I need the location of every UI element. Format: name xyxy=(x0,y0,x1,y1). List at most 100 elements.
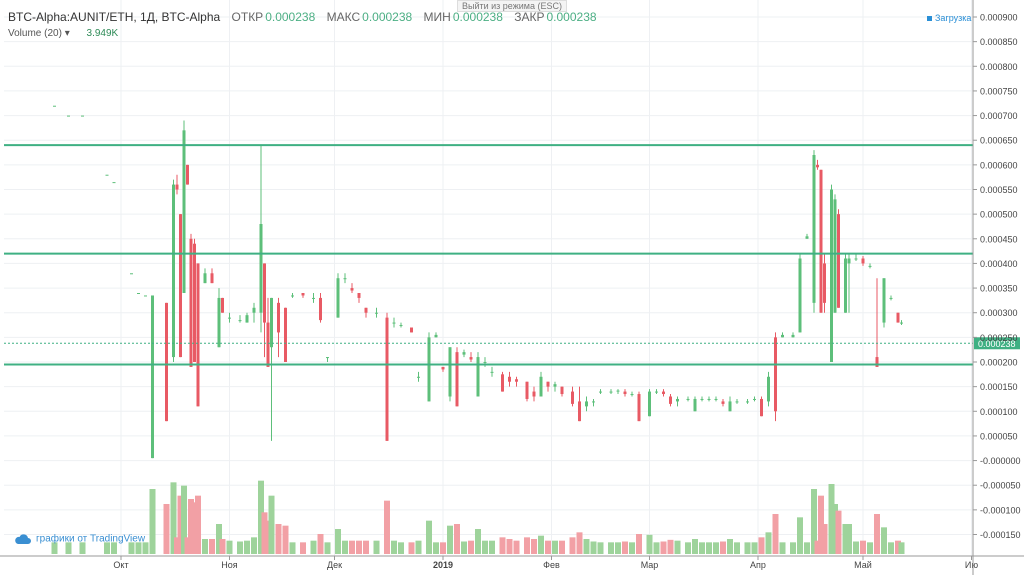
volume-bar xyxy=(513,540,520,554)
candle-body xyxy=(900,322,903,324)
symbol-title[interactable]: BTC-Alpha:AUNIT/ETH, 1Д, BTC-Alpha xyxy=(8,10,221,24)
volume-bar xyxy=(461,541,467,554)
volume-bar xyxy=(317,534,324,554)
volume-bar xyxy=(282,525,289,554)
volume-bar xyxy=(552,540,558,554)
candle-body xyxy=(791,334,795,338)
candle-body xyxy=(175,184,179,190)
candle-body xyxy=(882,278,886,323)
candle-body xyxy=(67,115,70,117)
candle-body xyxy=(259,224,263,313)
candle-body xyxy=(364,307,368,313)
load-indicator[interactable]: Загрузка xyxy=(927,13,971,23)
x-tick-label: Фев xyxy=(543,560,560,570)
candle-body xyxy=(151,295,154,459)
y-tick-label: 0.000350 xyxy=(980,284,1018,294)
candle-body xyxy=(399,325,403,327)
volume-bar xyxy=(202,539,208,554)
candle-body xyxy=(441,366,445,370)
y-tick-label: -0.000000 xyxy=(980,456,1021,466)
candle-body xyxy=(137,293,140,294)
candle-body xyxy=(707,398,711,400)
candle-body xyxy=(816,164,819,168)
volume-bar xyxy=(335,529,341,554)
candle-body xyxy=(483,362,487,363)
candle-body xyxy=(648,391,651,417)
candle-body xyxy=(417,376,420,378)
x-tick-label: Ноя xyxy=(221,560,238,570)
candle-body xyxy=(868,265,872,267)
candle-body xyxy=(837,214,840,308)
candle-body xyxy=(812,155,816,303)
volume-bar xyxy=(797,517,803,554)
candle-body xyxy=(343,278,347,280)
candle-body xyxy=(585,401,588,407)
close-label: ЗАКР xyxy=(514,10,545,24)
candle-body xyxy=(203,273,207,284)
volume-bar xyxy=(506,539,513,554)
volume-label[interactable]: Volume (20) xyxy=(8,28,62,39)
volume-bar xyxy=(814,540,821,554)
candle-body xyxy=(245,315,249,323)
candlesticks xyxy=(53,105,903,459)
horizontal-levels: 0.000238 xyxy=(4,144,1020,366)
volume-bar xyxy=(177,495,184,554)
candle-body xyxy=(179,214,182,358)
volume-bar xyxy=(489,540,495,554)
volume-bar xyxy=(804,542,810,554)
candle-body xyxy=(210,273,214,284)
candle-body xyxy=(455,352,459,407)
candle-body xyxy=(336,278,340,318)
volume-bar xyxy=(135,542,142,554)
volume-bar xyxy=(713,542,719,554)
volume-value: 3.949K xyxy=(86,28,119,39)
y-tick-label: -0.000100 xyxy=(980,505,1021,515)
candle-body xyxy=(746,401,749,403)
volume-bar xyxy=(821,524,828,554)
candle-body xyxy=(693,398,697,412)
candle-body xyxy=(112,182,116,184)
candle-body xyxy=(448,347,452,397)
candle-body xyxy=(700,398,704,400)
volume-bar xyxy=(608,542,614,554)
candle-body xyxy=(686,398,690,400)
branding-label: графики от TradingView xyxy=(36,533,146,545)
candle-body xyxy=(515,379,518,382)
candle-body xyxy=(830,189,833,362)
volume-bar xyxy=(268,495,275,554)
candle-body xyxy=(539,376,543,397)
candle-body xyxy=(476,357,480,397)
candle-body xyxy=(326,357,329,359)
candle-body xyxy=(560,386,564,395)
volume-toggle-arrow[interactable]: ▾ xyxy=(64,28,70,39)
candle-body xyxy=(410,327,413,333)
candle-body xyxy=(637,394,641,422)
x-tick-label: Мар xyxy=(641,560,659,570)
close-value: 0.000238 xyxy=(546,10,597,24)
candle-body xyxy=(753,398,756,400)
candle-body xyxy=(592,401,595,403)
candle-body xyxy=(270,297,273,348)
volume-bar xyxy=(660,541,667,554)
candle-body xyxy=(630,394,634,396)
exit-fullscreen-tooltip[interactable]: Выйти из режима (ESC) xyxy=(457,0,567,12)
volume-bar xyxy=(646,534,653,554)
volume-bar xyxy=(699,542,705,554)
volume-bar xyxy=(275,524,282,554)
volume-bar xyxy=(629,542,635,554)
volume-bar xyxy=(300,542,306,554)
volume-bar xyxy=(674,540,681,554)
tradingview-branding[interactable]: графики от TradingView xyxy=(14,533,145,545)
candle-body xyxy=(277,302,280,333)
volume-bar xyxy=(751,542,758,554)
volume-bar xyxy=(779,542,786,554)
candle-body xyxy=(392,322,396,324)
volume-bar xyxy=(195,495,201,554)
volume-bar xyxy=(219,539,226,554)
volume-bar xyxy=(790,542,796,554)
volume-bar xyxy=(79,542,86,554)
volume-bar xyxy=(188,499,194,554)
y-tick-label: 0.000600 xyxy=(980,160,1018,170)
volume-bar xyxy=(440,542,446,554)
